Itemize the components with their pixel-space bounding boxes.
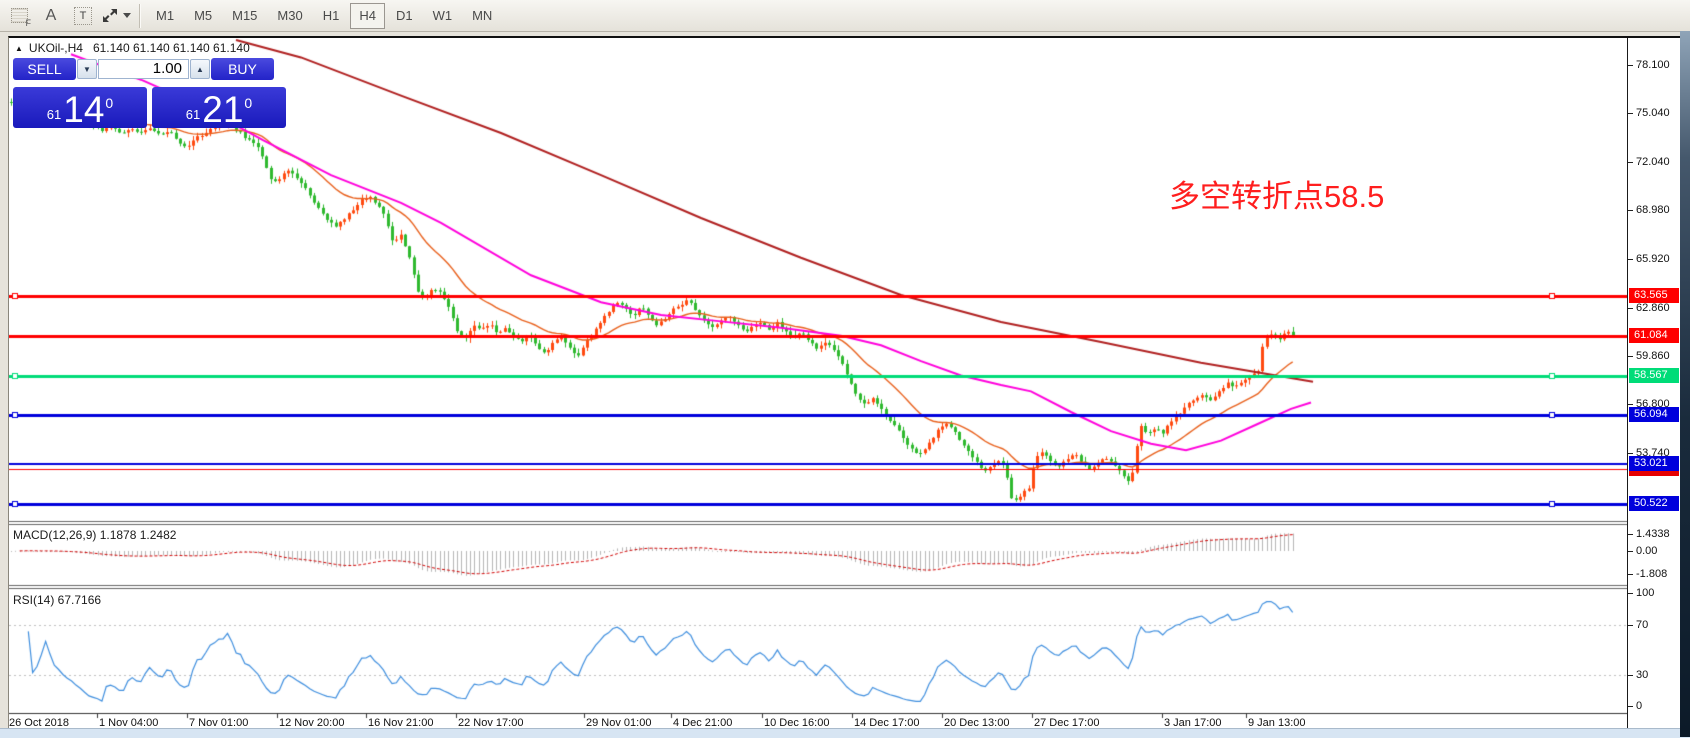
buy-price-button[interactable]: 61 21 0 bbox=[152, 87, 286, 128]
macd-tick: 1.4338 bbox=[1628, 527, 1670, 541]
chart-window: ▲ UKOil-,H4 61.140 61.140 61.140 61.140 … bbox=[8, 36, 1681, 730]
rsi-tick: 70 bbox=[1628, 618, 1648, 632]
timeframe-m1[interactable]: M1 bbox=[156, 8, 175, 23]
timeframe-w1[interactable]: W1 bbox=[432, 8, 453, 23]
price-level-label: 61.084 bbox=[1629, 327, 1679, 343]
price-tick: 65.920 bbox=[1628, 252, 1670, 266]
price-tick: 53.740 bbox=[1628, 446, 1670, 460]
sell-price-point: 0 bbox=[105, 95, 114, 111]
buy-price-base: 61 bbox=[185, 107, 201, 122]
buy-price-pips: 21 bbox=[202, 89, 244, 130]
price-axis[interactable]: 78.100 75.040 72.040 68.980 65.920 62.860 59.8… bbox=[1627, 38, 1681, 728]
chart-title: ▲ UKOil-,H4 61.140 61.140 61.140 61.140 bbox=[15, 41, 250, 55]
price-tick: 68.980 bbox=[1628, 203, 1670, 217]
macd-tick: 0.00 bbox=[1628, 544, 1657, 558]
price-tick: 78.100 bbox=[1628, 58, 1670, 72]
grid-f-label: F bbox=[25, 17, 32, 28]
date-label: 27 Dec 17:00 bbox=[1034, 717, 1100, 729]
toolbar-separator bbox=[139, 3, 141, 28]
timeframe-m15[interactable]: M15 bbox=[232, 8, 258, 23]
timeframe-d1[interactable]: D1 bbox=[395, 8, 413, 23]
volume-decrease-button[interactable]: ▼ bbox=[77, 59, 97, 79]
arrows-tool-icon[interactable] bbox=[101, 3, 132, 29]
grip-dots-icon bbox=[10, 8, 28, 23]
buy-button[interactable]: BUY bbox=[211, 58, 274, 80]
timeframe-m30[interactable]: M30 bbox=[277, 8, 303, 23]
date-label: 22 Nov 17:00 bbox=[458, 717, 524, 729]
price-tick: 72.040 bbox=[1628, 155, 1670, 169]
sell-button[interactable]: SELL bbox=[13, 58, 76, 80]
chart-plot-canvas[interactable] bbox=[9, 38, 1627, 728]
timeframe-h1[interactable]: H1 bbox=[322, 8, 340, 23]
price-level-label: 58.567 bbox=[1629, 367, 1679, 383]
sell-price-button[interactable]: 61 14 0 bbox=[13, 87, 147, 128]
toolbar: F A T M1 M5 M15 M30 H1 H4 D1 W1 MN bbox=[0, 0, 1690, 32]
price-level-label: 50.522 bbox=[1629, 495, 1679, 511]
date-label: 1 Nov 04:00 bbox=[99, 717, 159, 729]
price-tick: 75.040 bbox=[1628, 106, 1670, 120]
date-label: 29 Nov 01:00 bbox=[586, 717, 652, 729]
one-click-trading-panel: SELL ▼ 1.00 ▲ BUY 61 14 0 61 21 0 bbox=[13, 58, 294, 128]
date-label: 3 Jan 17:00 bbox=[1164, 717, 1222, 729]
date-label: 20 Dec 13:00 bbox=[944, 717, 1010, 729]
buy-price-point: 0 bbox=[244, 95, 253, 111]
text-label-tool-icon[interactable]: A bbox=[45, 6, 57, 24]
timeframe-m5[interactable]: M5 bbox=[194, 8, 213, 23]
macd-indicator-label: MACD(12,26,9) 1.1878 1.2482 bbox=[13, 528, 177, 542]
volume-input[interactable]: 1.00 bbox=[98, 59, 189, 79]
date-label: 7 Nov 01:00 bbox=[189, 717, 249, 729]
price-level-label: 56.094 bbox=[1629, 407, 1679, 423]
time-axis[interactable]: 26 Oct 2018 1 Nov 04:00 7 Nov 01:00 12 Nov … bbox=[9, 717, 1627, 730]
date-label: 14 Dec 17:00 bbox=[854, 717, 920, 729]
date-label: 12 Nov 20:00 bbox=[279, 717, 345, 729]
symbol-period-label: UKOil-,H4 bbox=[28, 41, 83, 55]
sell-price-base: 61 bbox=[46, 107, 62, 122]
rsi-tick: 30 bbox=[1628, 668, 1648, 682]
price-level-label: 63.565 bbox=[1629, 288, 1679, 304]
chart-annotation-text: 多空转折点58.5 bbox=[1169, 179, 1385, 214]
price-tick: 56.800 bbox=[1628, 397, 1670, 411]
arrows-icon bbox=[103, 9, 117, 22]
t-glyph: T bbox=[74, 6, 92, 25]
timeframe-mn[interactable]: MN bbox=[472, 8, 493, 23]
grid-f-icon[interactable]: F bbox=[5, 3, 33, 29]
rsi-tick: 100 bbox=[1628, 586, 1654, 600]
symbol-triangle-icon: ▲ bbox=[15, 43, 23, 53]
timeframe-h4[interactable]: H4 bbox=[350, 2, 385, 29]
date-label: 9 Jan 13:00 bbox=[1248, 717, 1306, 729]
date-label: 26 Oct 2018 bbox=[9, 717, 69, 729]
ohlc-values: 61.140 61.140 61.140 61.140 bbox=[92, 41, 250, 55]
price-tick: 59.860 bbox=[1628, 349, 1670, 363]
window-bottom-edge bbox=[0, 728, 1690, 738]
text-box-tool-icon[interactable]: T bbox=[69, 3, 97, 29]
rsi-tick: 0 bbox=[1628, 699, 1642, 713]
volume-increase-button[interactable]: ▲ bbox=[190, 59, 210, 79]
timeframe-group: M1 M5 M15 M30 H1 H4 D1 W1 MN bbox=[146, 2, 502, 29]
date-label: 10 Dec 16:00 bbox=[764, 717, 830, 729]
macd-tick: -1.808 bbox=[1628, 567, 1667, 581]
date-label: 4 Dec 21:00 bbox=[673, 717, 733, 729]
dropdown-caret-icon bbox=[123, 13, 131, 18]
date-label: 16 Nov 21:00 bbox=[368, 717, 434, 729]
sell-price-pips: 14 bbox=[63, 89, 105, 130]
price-tick: 62.860 bbox=[1628, 301, 1670, 315]
price-level-label: 53.021 bbox=[1629, 456, 1679, 472]
window-right-edge bbox=[1680, 31, 1690, 737]
rsi-indicator-label: RSI(14) 67.7166 bbox=[13, 593, 102, 607]
trade-panel-price-row: 61 14 0 61 21 0 bbox=[13, 87, 294, 128]
trade-panel-top-row: SELL ▼ 1.00 ▲ BUY bbox=[13, 58, 294, 80]
